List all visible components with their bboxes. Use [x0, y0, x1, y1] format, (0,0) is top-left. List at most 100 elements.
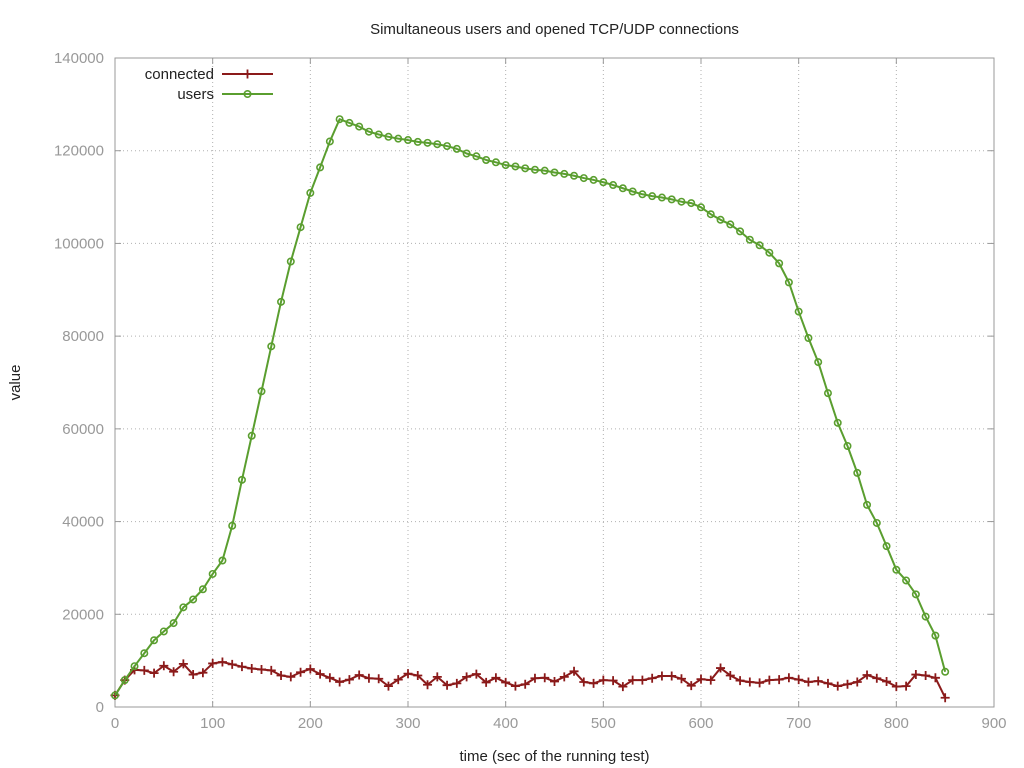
y-tick-label: 120000 — [54, 143, 104, 160]
connected-point — [872, 673, 882, 683]
connected-point — [286, 672, 296, 682]
users-line — [114, 118, 947, 696]
connected-point — [481, 677, 491, 687]
connected-point — [393, 675, 403, 685]
users-point — [902, 576, 911, 585]
users-point — [159, 627, 168, 636]
users-point — [765, 248, 774, 257]
users-point — [657, 193, 666, 202]
connected-point — [374, 674, 384, 684]
users-point — [169, 619, 178, 628]
users-point — [335, 115, 344, 124]
users-point — [306, 188, 315, 197]
y-axis: 0 20000 40000 60000 80000 100000 120000 140000 — [54, 50, 994, 716]
users-point — [775, 259, 784, 268]
connected-point — [169, 667, 179, 677]
users-point — [599, 178, 608, 187]
users-point — [736, 227, 745, 236]
legend-item-users: users — [177, 86, 273, 103]
users-point — [784, 278, 793, 287]
connected-point — [276, 670, 286, 680]
users-point — [863, 500, 872, 509]
connected-point — [383, 681, 393, 691]
users-point — [804, 333, 813, 342]
connected-point — [462, 672, 472, 682]
connected-point — [745, 677, 755, 687]
legend-label: connected — [145, 66, 214, 83]
connected-point — [882, 677, 892, 687]
connected-point — [833, 681, 843, 691]
x-tick-label: 200 — [298, 715, 323, 732]
users-point — [267, 342, 276, 351]
users-point — [882, 542, 891, 551]
connected-point — [676, 674, 686, 684]
connected-point — [716, 663, 726, 673]
connected-point — [598, 675, 608, 685]
connected-point — [921, 670, 931, 680]
connected-point — [891, 682, 901, 692]
users-point — [794, 307, 803, 316]
users-point — [316, 163, 325, 172]
series-users — [111, 115, 950, 700]
connected-point — [413, 670, 423, 680]
connected-point — [930, 673, 940, 683]
connected-point — [618, 682, 628, 692]
connected-point — [325, 673, 335, 683]
users-point — [208, 569, 217, 578]
y-tick-label: 20000 — [62, 606, 104, 623]
x-tick-label: 400 — [493, 715, 518, 732]
users-point — [511, 162, 520, 171]
connected-point — [764, 675, 774, 685]
connected-point — [911, 670, 921, 680]
users-point — [892, 565, 901, 574]
series-connected — [110, 657, 950, 703]
connected-point — [862, 670, 872, 680]
users-point — [403, 136, 412, 145]
connected-point — [501, 677, 511, 687]
users-point — [638, 190, 647, 199]
connected-point — [735, 676, 745, 686]
connected-point — [296, 667, 306, 677]
connected-point — [423, 680, 433, 690]
connected-point — [706, 675, 716, 685]
users-point — [247, 431, 256, 440]
x-tick-label: 600 — [688, 715, 713, 732]
users-point — [579, 174, 588, 183]
users-point — [277, 297, 286, 306]
connected-point — [510, 681, 520, 691]
users-point — [706, 210, 715, 219]
connected-point — [471, 669, 481, 679]
users-point — [237, 475, 246, 484]
connected-point — [354, 670, 364, 680]
y-tick-label: 80000 — [62, 328, 104, 345]
connected-point — [813, 676, 823, 686]
connected-point — [335, 677, 345, 687]
y-tick-label: 100000 — [54, 235, 104, 252]
legend: connected users — [145, 66, 273, 103]
connected-point — [198, 668, 208, 678]
connected-point — [178, 659, 188, 669]
users-point — [941, 667, 950, 676]
users-point — [394, 134, 403, 143]
connected-point — [266, 665, 276, 675]
connected-point — [657, 671, 667, 681]
connected-point — [520, 679, 530, 689]
users-point — [462, 149, 471, 158]
users-point — [911, 590, 920, 599]
y-tick-label: 60000 — [62, 421, 104, 438]
users-point — [384, 132, 393, 141]
series — [110, 115, 950, 703]
connected-point — [696, 674, 706, 684]
users-point — [530, 165, 539, 174]
y-tick-label: 40000 — [62, 514, 104, 531]
connected-point — [569, 666, 579, 676]
connected-point — [774, 675, 784, 685]
connected-point — [579, 677, 589, 687]
connected-point — [237, 662, 247, 672]
users-point — [345, 118, 354, 127]
users-point — [179, 603, 188, 612]
chart-title: Simultaneous users and opened TCP/UDP co… — [370, 21, 739, 38]
users-point — [150, 636, 159, 645]
x-tick-label: 800 — [884, 715, 909, 732]
connected-point — [257, 664, 266, 674]
